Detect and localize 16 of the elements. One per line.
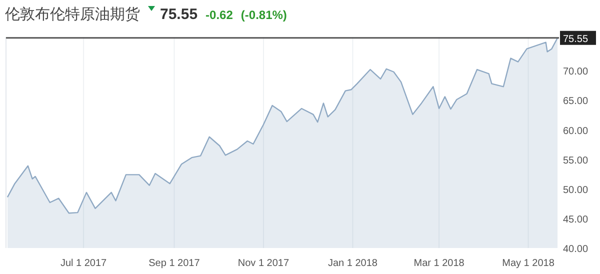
y-tick-label: 70.00: [563, 66, 588, 78]
x-tick-label: Mar 1 2018: [414, 258, 465, 269]
y-tick-label: 45.00: [563, 214, 588, 226]
chart-title: 伦敦布伦特原油期货: [5, 6, 140, 23]
x-tick-label: May 1 2018: [502, 258, 555, 269]
x-tick-label: Sep 1 2017: [148, 258, 200, 269]
x-tick-label: Jan 1 2018: [328, 258, 378, 269]
x-tick-label: Jul 1 2017: [60, 258, 108, 269]
y-tick-label: 40.00: [563, 244, 588, 255]
y-tick-label: 50.00: [563, 184, 588, 196]
header: 伦敦布伦特原油期货 75.55 -0.62 (-0.81%): [5, 6, 287, 23]
y-tick-label: 60.00: [563, 126, 588, 137]
x-tick-label: Nov 1 2017: [238, 258, 290, 269]
y-tick-label: 65.00: [563, 96, 588, 108]
ref-line-label: 75.55: [563, 34, 588, 45]
y-tick-label: 55.00: [563, 155, 588, 166]
